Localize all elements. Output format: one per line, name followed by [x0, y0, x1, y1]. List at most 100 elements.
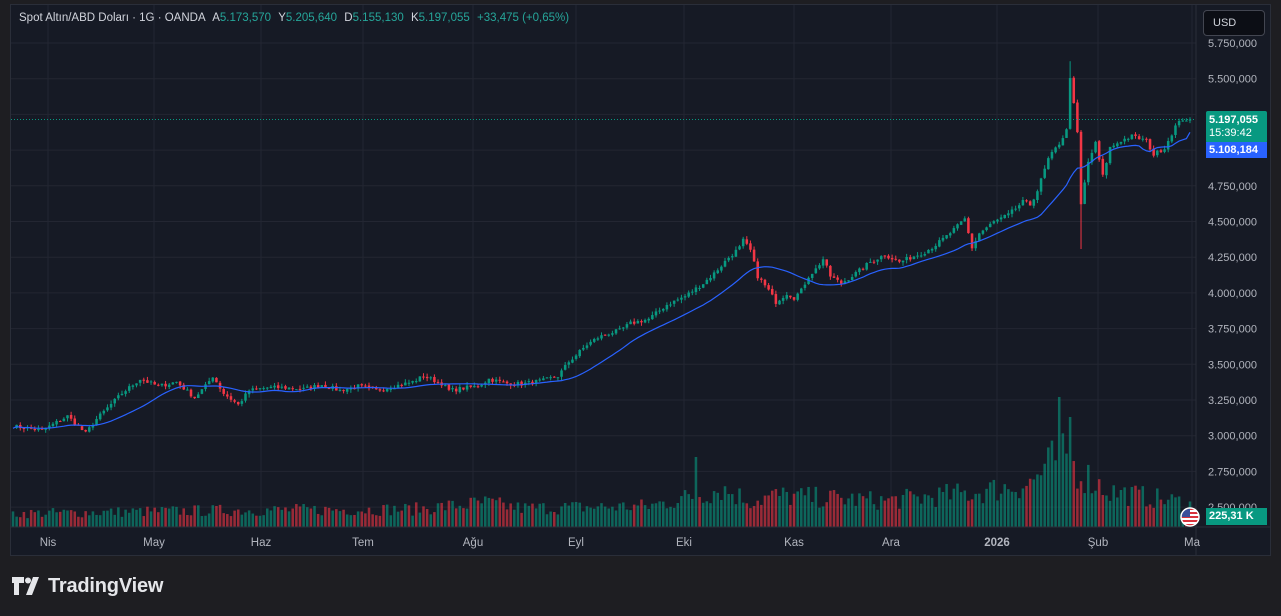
- candle-body: [120, 393, 124, 396]
- volume-bar: [858, 493, 861, 527]
- us-flag-icon[interactable]: [1180, 507, 1200, 527]
- volume-bar: [385, 504, 389, 527]
- candle-body: [556, 377, 560, 379]
- chart-panel[interactable]: 5.750,0005.500,0005.250,0005.000,0004.75…: [10, 4, 1271, 556]
- candle-body: [611, 333, 614, 335]
- candle-body: [360, 384, 364, 386]
- volume-bar: [923, 494, 927, 527]
- candle-body: [1007, 213, 1010, 216]
- candle-body: [367, 385, 371, 388]
- volume-bar: [414, 502, 418, 527]
- candle-body: [1065, 129, 1068, 138]
- volume-bar: [429, 514, 433, 527]
- candle-body: [923, 254, 927, 256]
- price-chart[interactable]: 5.750,0005.500,0005.250,0005.000,0004.75…: [11, 5, 1270, 555]
- candle-body: [723, 260, 727, 267]
- volume-bar: [18, 517, 22, 527]
- candle-body: [596, 338, 600, 340]
- volume-bar: [825, 502, 828, 527]
- price-axis[interactable]: 5.750,0005.500,0005.250,0005.000,0004.75…: [1195, 5, 1257, 555]
- volume-bar: [556, 514, 560, 527]
- candle-body: [273, 385, 276, 388]
- candle-body: [553, 376, 556, 378]
- volume-bar: [563, 502, 567, 527]
- volume-bar: [1152, 507, 1155, 527]
- volume-bar: [985, 488, 988, 527]
- candle-body: [745, 239, 749, 244]
- candle-body: [988, 223, 992, 228]
- volume-bar: [614, 510, 618, 527]
- candle-body: [843, 281, 847, 284]
- volume-bar: [741, 502, 745, 527]
- volume-bar: [807, 486, 810, 527]
- price-axis-label: 4.250,000: [1208, 252, 1257, 264]
- candle-body: [287, 387, 291, 390]
- candle-body: [970, 233, 974, 249]
- candle-body: [262, 388, 265, 390]
- volume-bar: [131, 508, 135, 527]
- candle-body: [1166, 141, 1170, 150]
- time-axis-label: Tem: [352, 537, 374, 549]
- candle-body: [901, 260, 905, 263]
- candle-body: [1097, 141, 1101, 160]
- time-axis-label: Haz: [251, 537, 272, 549]
- high-value: 5.205,640: [285, 12, 338, 24]
- candle-body: [785, 295, 789, 299]
- volume-bar: [1101, 495, 1105, 527]
- volume-bar: [611, 506, 614, 527]
- volume-bar: [672, 507, 676, 527]
- candle-body: [295, 389, 298, 391]
- candle-body: [941, 237, 945, 241]
- candle-body: [967, 218, 970, 234]
- candle-body: [1163, 149, 1166, 152]
- volume-bar: [988, 482, 992, 527]
- candle-body: [948, 233, 952, 236]
- time-axis[interactable]: Nis May Haz Tem Ağu Eyl Eki Kas Ara 2026 Şub Ma: [11, 526, 1270, 549]
- candle-body: [1039, 178, 1043, 192]
- volume-bar: [785, 491, 789, 527]
- candle-body: [705, 279, 709, 285]
- volume-bar: [640, 499, 643, 527]
- volume-bar: [574, 501, 578, 527]
- volume-bar: [218, 504, 222, 527]
- candle-body: [542, 378, 545, 381]
- candle-body: [883, 255, 887, 257]
- volume-bar: [273, 506, 276, 527]
- candle-body: [1054, 147, 1057, 153]
- currency-button[interactable]: USD: [1203, 10, 1265, 36]
- candle-body: [418, 376, 422, 382]
- volume-bar: [465, 508, 469, 527]
- candle-body: [531, 381, 534, 385]
- candle-body: [894, 258, 898, 260]
- candle-body: [266, 387, 269, 389]
- volume-bar: [280, 509, 284, 527]
- time-axis-label: 2026: [984, 537, 1010, 549]
- volume-bar: [287, 511, 291, 527]
- candle-body: [62, 418, 66, 422]
- candle-body: [585, 345, 589, 348]
- candle-body: [157, 384, 160, 386]
- candle-body: [698, 287, 701, 289]
- candle-body: [436, 381, 440, 383]
- volume-bar: [186, 515, 189, 527]
- candle-body: [1137, 136, 1141, 140]
- candle-body: [364, 385, 367, 387]
- volume-bar: [578, 502, 581, 527]
- symbol-title[interactable]: Spot Altın/ABD Doları · 1G · OANDA: [19, 12, 205, 24]
- candle-body: [1105, 162, 1108, 176]
- volume-bar: [603, 506, 607, 527]
- tradingview-logo[interactable]: TradingView: [12, 574, 163, 598]
- candle-body: [527, 381, 531, 383]
- volume-bar: [66, 510, 69, 527]
- candle-body: [774, 294, 778, 304]
- volume-bar: [999, 493, 1003, 527]
- candle-body: [498, 379, 502, 381]
- candle-body: [712, 272, 716, 279]
- volume-bar: [596, 506, 600, 527]
- candle-body: [741, 238, 745, 247]
- volume-bar: [447, 500, 451, 527]
- volume-bar: [498, 497, 502, 527]
- time-axis-label: Şub: [1088, 537, 1108, 549]
- moving-average-tag: 5.108,184: [1206, 142, 1267, 158]
- volume-bar: [494, 500, 498, 527]
